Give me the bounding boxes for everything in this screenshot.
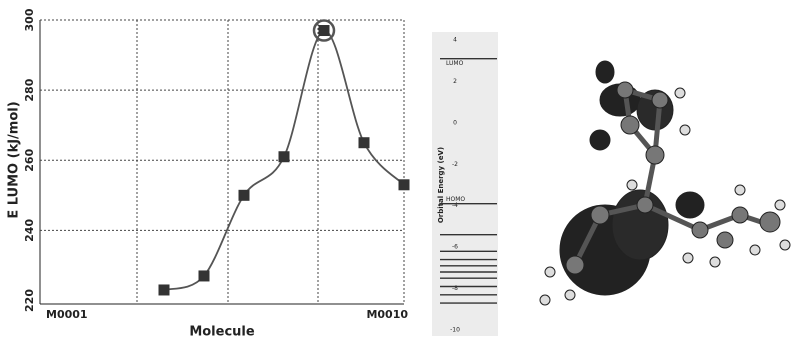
y-axis-label: E LUMO (kJ/mol) (7, 101, 22, 218)
level-axis-label: Orbital Energy (eV) (437, 147, 445, 223)
point (319, 25, 330, 36)
y-tick-label: 220 (23, 289, 36, 312)
y-tick-label: 300 (23, 8, 36, 31)
molecule (540, 61, 790, 305)
level-label: LUMO (446, 60, 464, 67)
y-tick-label: 2 (453, 78, 457, 85)
y-tick-label: 260 (23, 148, 36, 171)
point (159, 284, 170, 295)
point (399, 179, 410, 190)
point (359, 137, 370, 148)
x-axis-label: Molecule (189, 325, 255, 339)
y-tick-label: 0 (453, 119, 457, 126)
point (239, 190, 250, 201)
x-tick-label: M0001 (46, 308, 88, 321)
y-tick-label: 280 (23, 78, 36, 101)
x-tick-label: M0010 (366, 308, 408, 321)
y-tick-label: 240 (23, 219, 36, 242)
point (199, 270, 210, 281)
y-tick-label: 4 (453, 37, 457, 44)
y-tick-label: -6 (452, 244, 458, 251)
y-tick-label: -10 (450, 327, 460, 334)
level-label: HOMO (446, 196, 465, 203)
figure: E LUMO (kJ/mol) Molecule Orbital Energy … (0, 0, 796, 339)
y-tick-label: -2 (452, 161, 458, 168)
point (279, 151, 290, 162)
